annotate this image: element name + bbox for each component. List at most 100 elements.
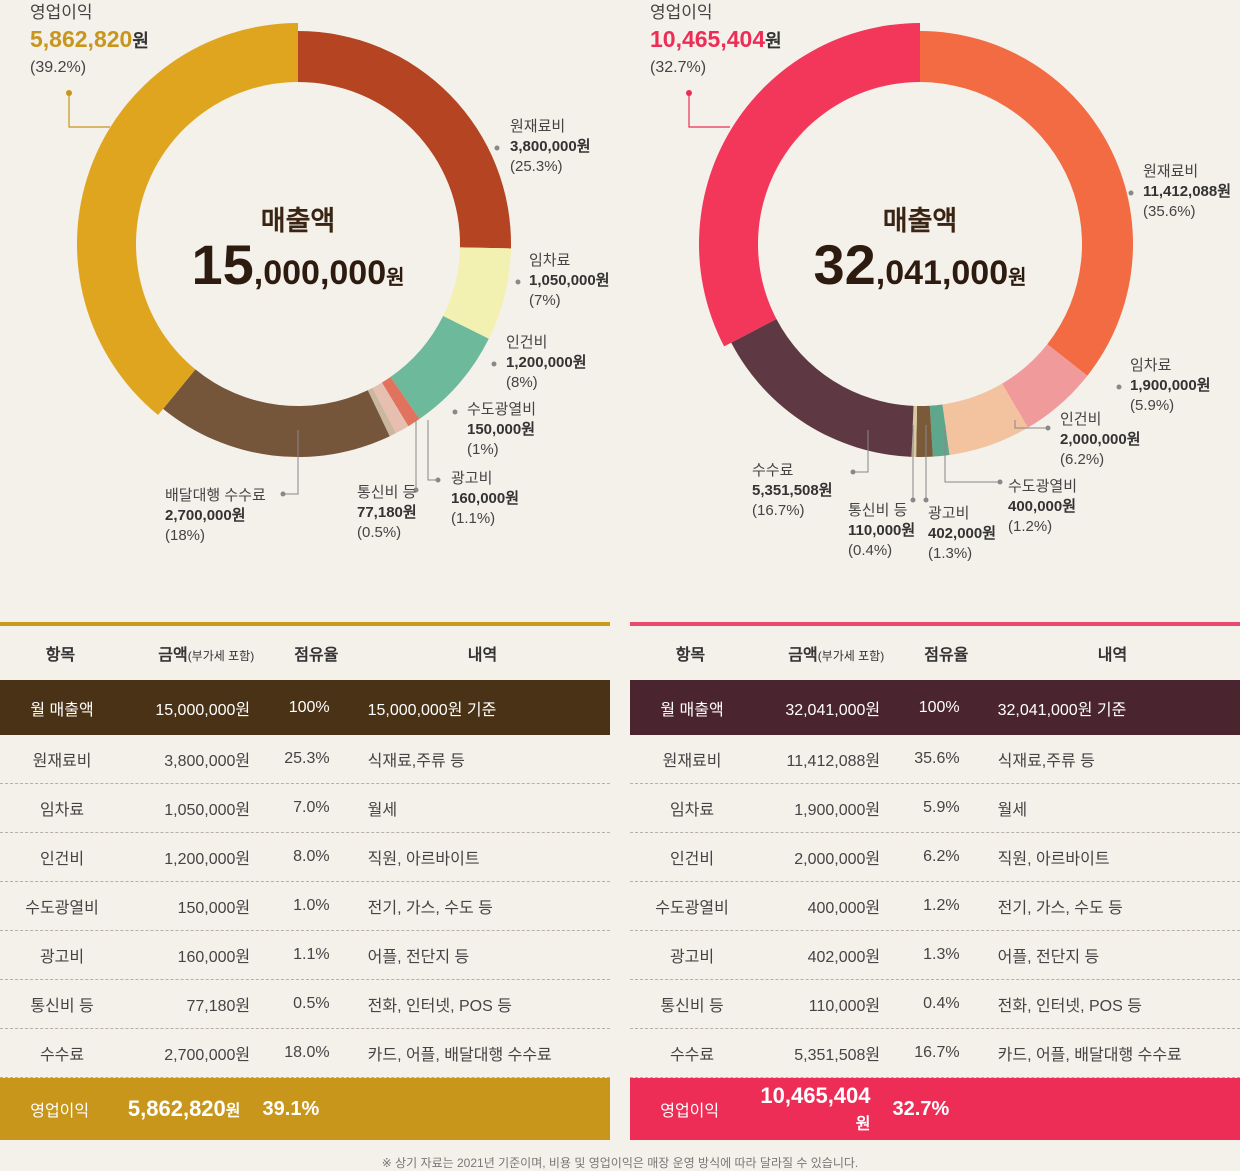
slice-label-4: 광고비 402,000원 (1.3%)	[923, 425, 996, 562]
profit-amount: 10,465,404원	[650, 26, 782, 52]
row-amount: 2,700,000원	[164, 1047, 251, 1064]
row-amount: 1,050,000원	[164, 802, 251, 819]
slice-name: 임차료	[529, 252, 571, 269]
donut-panel-left: 매출액 15,000,000원 원재료비 3,800,000원 (25.3%) 임차료 1,…	[0, 0, 620, 600]
slice-수수료	[731, 319, 914, 457]
sales-detail: 32,041,000원 기준	[997, 701, 1127, 719]
footnote: ※ 상기 자료는 2021년 기준이며, 비용 및 영업이익은 매장 운영 방식…	[381, 1156, 859, 1170]
profit-name: 영업이익	[650, 3, 713, 22]
slice-label-0: 원재료비 3,800,000원 (25.3%)	[494, 118, 591, 175]
row-share: 0.4%	[923, 995, 960, 1012]
slice-amount: 77,180원	[357, 504, 417, 521]
slice-pct: (7%)	[529, 292, 561, 309]
table-row: 수도광열비 400,000원 1.2% 전기, 가스, 수도 등	[630, 882, 1240, 931]
row-detail: 직원, 아르바이트	[997, 851, 1110, 868]
row-detail: 카드, 어플, 배달대행 수수료	[367, 1047, 552, 1064]
row-share: 0.5%	[293, 995, 330, 1012]
profit-label: 영업이익 10,465,404원 (32.7%)	[650, 3, 782, 128]
row-amount: 400,000원	[807, 900, 881, 917]
slice-label-1: 임차료 1,900,000원 (5.9%)	[1116, 357, 1211, 414]
row-detail: 전화, 인터넷, POS 등	[367, 998, 512, 1015]
header-amount: 금액(부가세 포함)	[158, 647, 255, 664]
row-amount: 1,200,000원	[164, 851, 251, 868]
slice-원재료비	[298, 31, 511, 249]
slice-pct: (25.3%)	[510, 158, 563, 175]
sales-item: 월 매출액	[30, 701, 94, 719]
slice-수도광열비	[381, 377, 420, 427]
table-row: 광고비 402,000원 1.3% 어플, 전단지 등	[630, 931, 1240, 980]
slice-label-5: 통신비 등 77,180원 (0.5%)	[357, 420, 419, 541]
row-detail: 식재료,주류 등	[367, 753, 465, 770]
cost-table-right: 항목 금액(부가세 포함) 점유율 내역 월 매출액 32,041,000원 1…	[630, 622, 1240, 1140]
header-share: 점유율	[924, 647, 969, 664]
row-detail: 카드, 어플, 배달대행 수수료	[997, 1047, 1182, 1064]
donut-panel-right: 매출액 32,041,000원 원재료비 11,412,088원 (35.6%) 임차료 1…	[620, 0, 1240, 600]
row-detail: 월세	[997, 802, 1028, 819]
slice-pct: (0.5%)	[357, 524, 401, 541]
row-share: 1.1%	[293, 946, 330, 963]
row-share: 7.0%	[293, 799, 330, 816]
row-detail: 식재료,주류 등	[997, 753, 1095, 770]
slice-amount: 2,000,000원	[1060, 431, 1141, 448]
row-share: 8.0%	[293, 848, 330, 865]
table-header: 항목 금액(부가세 포함) 점유율 내역	[0, 626, 610, 680]
center-label: 매출액	[261, 206, 336, 236]
table-row: 인건비 2,000,000원 6.2% 직원, 아르바이트	[630, 833, 1240, 882]
slice-label-1: 임차료 1,050,000원 (7%)	[515, 252, 610, 309]
row-amount: 2,000,000원	[794, 851, 881, 868]
slice-pct: (1.2%)	[1008, 518, 1052, 535]
slice-label-2: 인건비 1,200,000원 (8%)	[491, 334, 587, 391]
slice-label-2: 인건비 2,000,000원 (6.2%)	[1014, 411, 1141, 468]
slice-영업이익	[77, 23, 298, 416]
slice-amount: 11,412,088원	[1143, 183, 1231, 200]
slice-pct: (5.9%)	[1130, 397, 1174, 414]
slice-name: 인건비	[506, 334, 547, 351]
profit-item: 영업이익	[660, 1103, 720, 1120]
row-item: 수도광열비	[25, 900, 99, 917]
profit-share: 39.1%	[262, 1097, 320, 1120]
slice-인건비	[390, 316, 489, 419]
row-detail: 전기, 가스, 수도 등	[997, 900, 1123, 917]
slice-name: 임차료	[1130, 357, 1172, 374]
slice-label-0: 원재료비 11,412,088원 (35.6%)	[1128, 163, 1231, 220]
profit-pct: (39.2%)	[30, 59, 86, 76]
sales-item: 월 매출액	[660, 701, 724, 719]
table-row: 원재료비 3,800,000원 25.3% 식재료,주류 등	[0, 735, 610, 784]
row-share: 16.7%	[914, 1044, 960, 1061]
slice-pct: (0.4%)	[848, 542, 892, 559]
slice-name: 수수료	[752, 462, 794, 479]
center-value: 15,000,000원	[191, 233, 404, 296]
sales-amount: 32,041,000원	[785, 701, 881, 719]
table-row: 광고비 160,000원 1.1% 어플, 전단지 등	[0, 931, 610, 980]
slice-name: 통신비 등	[848, 502, 908, 519]
slice-label-5: 통신비 등 110,000원 (0.4%)	[848, 425, 916, 559]
row-share: 1.2%	[923, 897, 960, 914]
row-share: 5.9%	[923, 799, 960, 816]
sales-amount: 15,000,000원	[155, 701, 251, 719]
slice-amount: 1,050,000원	[529, 272, 610, 289]
sales-share: 100%	[918, 698, 960, 716]
table-rows: 원재료비 3,800,000원 25.3% 식재료,주류 등 임차료 1,050,000원…	[0, 735, 610, 1078]
sales-row: 월 매출액 32,041,000원 100% 32,041,000원 기준	[630, 680, 1240, 735]
slice-name: 광고비	[451, 470, 492, 487]
row-amount: 5,351,508원	[794, 1047, 881, 1064]
table-row: 통신비 등 77,180원 0.5% 전화, 인터넷, POS 등	[0, 980, 610, 1029]
slice-label-3: 수도광열비 150,000원 (1%)	[452, 401, 536, 458]
slice-amount: 2,700,000원	[165, 507, 246, 524]
row-item: 수수료	[39, 1047, 85, 1064]
row-item: 수도광열비	[655, 900, 729, 917]
slice-pct: (8%)	[506, 374, 538, 391]
row-item: 광고비	[669, 949, 715, 966]
slice-원재료비	[920, 31, 1133, 376]
slice-amount: 402,000원	[928, 525, 996, 542]
row-amount: 77,180원	[186, 998, 251, 1015]
table-row: 통신비 등 110,000원 0.4% 전화, 인터넷, POS 등	[630, 980, 1240, 1029]
table-row: 임차료 1,050,000원 7.0% 월세	[0, 784, 610, 833]
row-detail: 전화, 인터넷, POS 등	[997, 998, 1142, 1015]
table-row: 임차료 1,900,000원 5.9% 월세	[630, 784, 1240, 833]
slice-광고비	[372, 382, 409, 434]
row-item: 통신비 등	[30, 998, 94, 1015]
row-share: 25.3%	[284, 750, 330, 767]
slice-label-6: 배달대행 수수료 2,700,000원 (18%)	[165, 430, 299, 544]
